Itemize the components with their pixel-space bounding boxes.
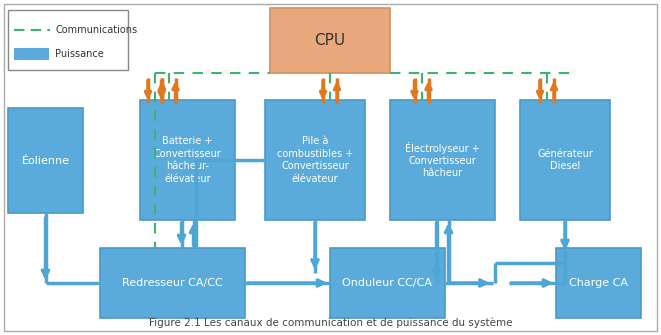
Bar — [520, 100, 610, 220]
Bar — [14, 48, 49, 60]
Text: Électrolyseur +
Convertisseur
hâcheur: Électrolyseur + Convertisseur hâcheur — [405, 142, 480, 179]
Text: Onduleur CC/CA: Onduleur CC/CA — [342, 278, 432, 288]
Text: Redresseur CA/CC: Redresseur CA/CC — [122, 278, 223, 288]
Bar — [270, 8, 390, 73]
Text: Batterie +
Convertisseur
hâcheur-
élévateur: Batterie + Convertisseur hâcheur- élévat… — [153, 136, 221, 184]
Bar — [390, 100, 495, 220]
Bar — [140, 100, 235, 220]
Text: Communications: Communications — [55, 25, 137, 35]
Text: Puissance: Puissance — [55, 49, 104, 59]
Text: Figure 2.1 Les canaux de communication et de puissance du système: Figure 2.1 Les canaux de communication e… — [149, 318, 512, 328]
Text: Générateur
Diesel: Générateur Diesel — [537, 149, 593, 171]
Bar — [8, 108, 83, 213]
Text: Éolienne: Éolienne — [22, 155, 69, 165]
Bar — [8, 10, 128, 70]
Text: Charge CA: Charge CA — [569, 278, 628, 288]
Text: Pile à
combustibles +
Convertisseur
élévateur: Pile à combustibles + Convertisseur élév… — [277, 136, 353, 184]
Bar — [100, 248, 245, 318]
Bar — [556, 248, 641, 318]
Text: CPU: CPU — [315, 33, 346, 48]
Bar — [330, 248, 445, 318]
Bar — [265, 100, 365, 220]
